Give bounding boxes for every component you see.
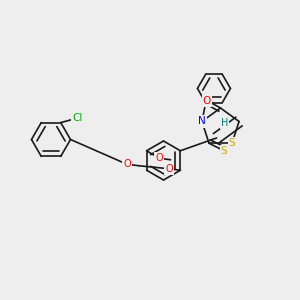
Text: H: H xyxy=(221,118,228,128)
Text: O: O xyxy=(155,153,163,163)
Text: O: O xyxy=(203,95,211,106)
Text: S: S xyxy=(229,138,235,148)
Text: H: H xyxy=(221,118,228,128)
Text: O: O xyxy=(165,164,173,174)
Text: S: S xyxy=(221,146,227,156)
Text: Cl: Cl xyxy=(72,113,83,123)
Text: O: O xyxy=(123,159,131,169)
Text: N: N xyxy=(198,116,206,127)
